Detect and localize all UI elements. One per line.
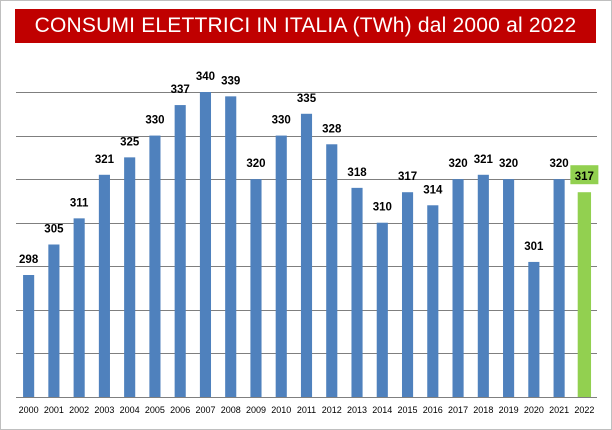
x-tick-label: 2019	[499, 405, 519, 415]
data-label: 330	[272, 115, 291, 127]
bar	[250, 179, 262, 397]
bar	[225, 96, 237, 397]
bar	[577, 192, 592, 397]
x-tick-label: 2005	[145, 405, 165, 415]
x-tick-label: 2003	[94, 405, 114, 415]
data-label: 321	[474, 154, 494, 166]
x-tick-label: 2004	[120, 405, 140, 415]
x-tick-label: 2017	[448, 405, 468, 415]
bar	[351, 187, 363, 397]
data-label: 325	[120, 136, 140, 148]
bar	[124, 157, 136, 397]
x-tick-label: 2010	[271, 405, 291, 415]
bar	[326, 144, 338, 397]
bar	[427, 205, 439, 397]
bar	[98, 174, 110, 397]
bar	[528, 261, 540, 397]
x-tick-label: 2009	[246, 405, 266, 415]
x-tick-label: 2020	[524, 405, 544, 415]
data-label: 321	[95, 154, 115, 166]
data-label: 320	[550, 158, 569, 170]
data-label: 335	[297, 93, 317, 105]
bar	[503, 179, 515, 397]
x-tick-label: 2021	[549, 405, 569, 415]
data-label: 337	[171, 84, 190, 96]
data-label: 317	[398, 171, 417, 183]
data-label: 311	[70, 197, 89, 209]
bar	[48, 244, 60, 397]
data-label: 318	[347, 167, 367, 179]
data-label: 310	[373, 202, 392, 214]
x-tick-label: 2014	[372, 405, 392, 415]
x-tick-label: 2016	[423, 405, 443, 415]
data-label: 320	[499, 158, 518, 170]
data-label: 301	[524, 241, 544, 253]
x-tick-label: 2011	[297, 405, 316, 415]
data-label: 339	[221, 75, 240, 87]
bar	[199, 92, 212, 397]
x-tick-label: 2002	[69, 405, 89, 415]
x-tick-label: 2022	[574, 405, 594, 415]
data-label: 314	[423, 184, 443, 196]
bar	[174, 105, 186, 398]
data-label: 305	[44, 224, 64, 236]
bar	[452, 179, 464, 397]
highlight-label-box	[570, 165, 599, 185]
data-label: 298	[19, 254, 39, 266]
bar	[300, 113, 313, 398]
x-tick-label: 2013	[347, 405, 367, 415]
bar	[401, 192, 414, 397]
bar	[23, 275, 35, 397]
bar	[275, 135, 287, 398]
bar	[376, 222, 388, 397]
chart-title: CONSUMI ELETTRICI IN ITALIA (TWh) dal 20…	[34, 14, 577, 37]
bar	[149, 135, 161, 398]
x-tick-label: 2012	[322, 405, 342, 415]
bar	[73, 218, 85, 397]
data-label: 328	[322, 123, 342, 135]
x-tick-label: 2008	[221, 405, 241, 415]
data-label: 340	[196, 71, 215, 83]
data-label: 317	[575, 171, 594, 183]
chart-title-banner: CONSUMI ELETTRICI IN ITALIA (TWh) dal 20…	[15, 9, 596, 43]
x-tick-label: 2001	[44, 405, 64, 415]
data-label: 330	[145, 115, 164, 127]
data-label: 320	[246, 158, 265, 170]
x-tick-label: 2007	[195, 405, 215, 415]
bar	[553, 179, 565, 397]
x-tick-label: 2015	[398, 405, 418, 415]
data-label: 320	[448, 158, 467, 170]
x-tick-label: 2018	[473, 405, 493, 415]
x-tick-label: 2000	[19, 405, 39, 415]
bar	[477, 174, 489, 397]
x-tick-label: 2006	[170, 405, 190, 415]
